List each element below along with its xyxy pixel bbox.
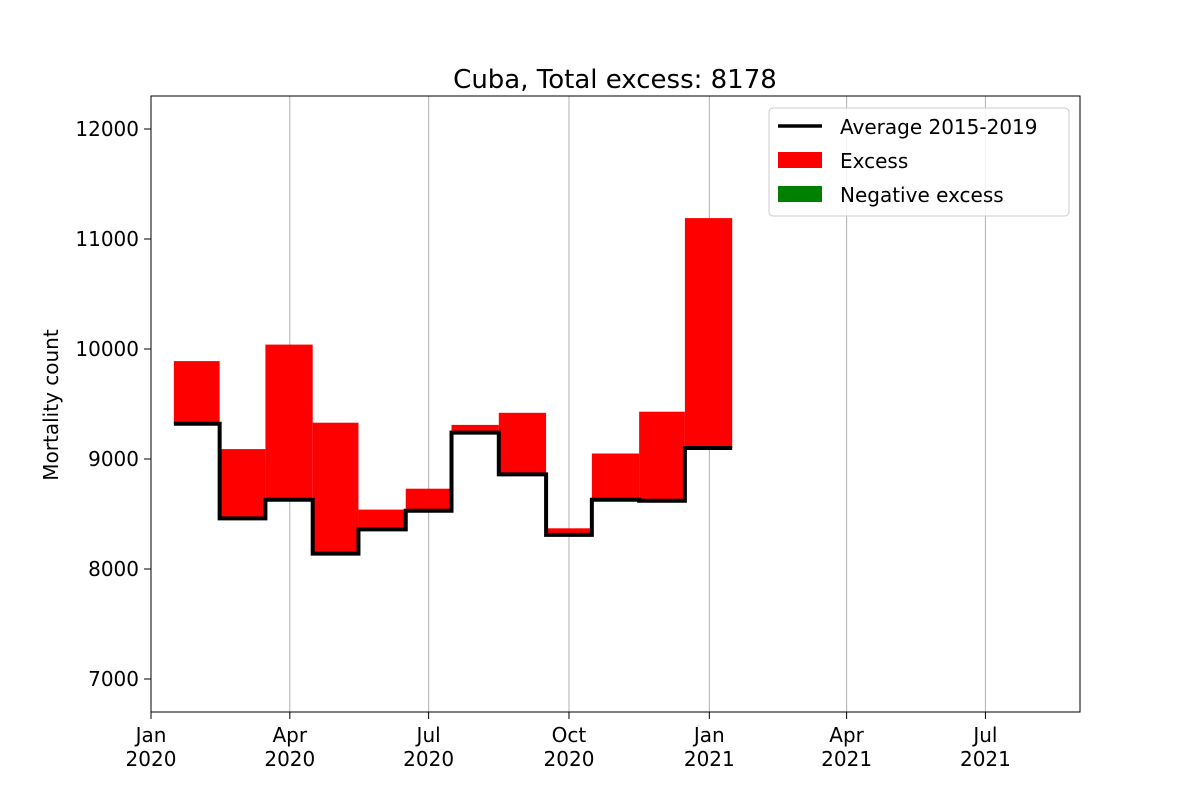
y-tick-label: 8000 xyxy=(88,557,139,581)
legend-box xyxy=(768,107,1070,217)
x-axis: Jan2020Apr2020Jul2020Oct2020Jan2021Apr20… xyxy=(126,712,1011,771)
excess-bar xyxy=(546,528,592,535)
x-tick-label-year: 2021 xyxy=(960,747,1011,771)
y-tick-label: 12000 xyxy=(75,117,139,141)
excess-bar xyxy=(405,488,452,511)
legend-swatch-negative-excess xyxy=(778,186,822,202)
excess-bar xyxy=(219,449,266,519)
x-tick-label-year: 2020 xyxy=(544,747,595,771)
excess-bar xyxy=(591,453,640,500)
x-tick-label-month: Oct xyxy=(552,723,587,747)
x-tick-label-month: Jan xyxy=(692,723,725,747)
plot-frame xyxy=(150,95,1081,713)
x-tick-label-month: Apr xyxy=(273,723,308,747)
y-axis: 7000 8000 9000 10000 11000 12000 xyxy=(75,117,151,691)
excess-bars xyxy=(173,218,733,554)
legend-label-average: Average 2015-2019 xyxy=(840,115,1038,139)
excess-bar xyxy=(173,361,220,424)
y-tick-label: 7000 xyxy=(88,667,139,691)
excess-bar xyxy=(684,218,733,448)
x-tick-label-month: Jul xyxy=(971,723,997,747)
y-tick-label: 9000 xyxy=(88,447,139,471)
x-tick-label-year: 2021 xyxy=(821,747,872,771)
y-tick-label: 10000 xyxy=(75,337,139,361)
excess-bar xyxy=(358,509,406,530)
y-axis-label: Mortality count xyxy=(39,329,63,481)
x-tick-label-month: Jan xyxy=(134,723,167,747)
legend-label-excess: Excess xyxy=(840,149,908,173)
chart-title: Cuba, Total excess: 8178 xyxy=(453,65,777,95)
legend: Average 2015-2019 Excess Negative excess xyxy=(768,107,1070,217)
legend-label-negative-excess: Negative excess xyxy=(840,183,1004,207)
y-tick-label: 11000 xyxy=(75,227,139,251)
excess-bar xyxy=(265,344,313,500)
x-tick-label-month: Jul xyxy=(415,723,441,747)
x-tick-label-year: 2021 xyxy=(684,747,735,771)
excess-bar xyxy=(451,424,499,433)
average-step-line xyxy=(173,421,733,556)
x-tick-label-year: 2020 xyxy=(403,747,454,771)
x-tick-label-year: 2020 xyxy=(264,747,315,771)
x-tick-label-year: 2020 xyxy=(126,747,177,771)
legend-swatch-excess xyxy=(778,152,822,168)
excess-bar xyxy=(639,411,685,501)
excess-bar xyxy=(312,422,359,554)
x-tick-label-month: Apr xyxy=(829,723,864,747)
average-line-group xyxy=(173,421,733,556)
excess-bar xyxy=(498,412,547,475)
